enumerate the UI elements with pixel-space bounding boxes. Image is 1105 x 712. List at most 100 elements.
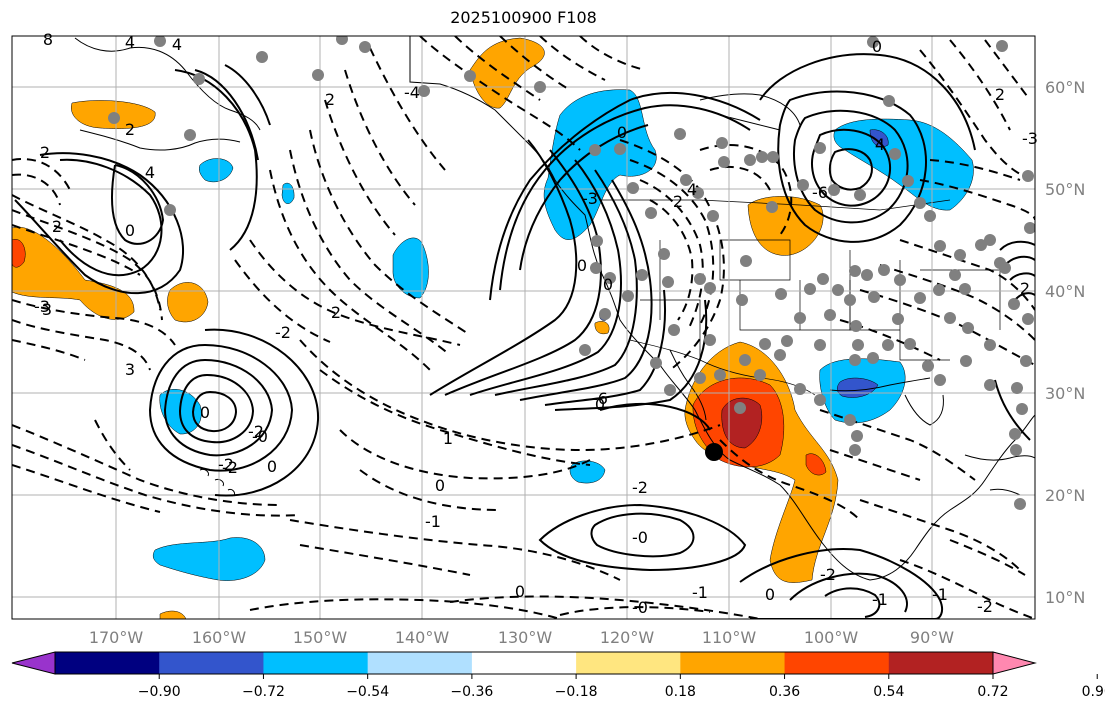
station-marker — [590, 262, 602, 274]
contour-label: -2 — [222, 458, 238, 477]
station-marker — [883, 95, 895, 107]
station-marker — [861, 269, 873, 281]
station-marker — [1020, 355, 1032, 367]
station-marker — [781, 335, 793, 347]
colorbar-segment — [55, 652, 160, 674]
station-marker — [867, 352, 879, 364]
longitude-label: 120°W — [600, 628, 655, 647]
station-marker — [889, 148, 901, 160]
station-marker — [775, 288, 787, 300]
latitude-label: 10°N — [1045, 588, 1085, 607]
contour-label: 4 — [125, 33, 135, 52]
contour-label: 2 — [40, 143, 50, 162]
dashed-contours — [12, 36, 1035, 619]
colorbar-tick-labels: −0.90 −0.72 −0.54 −0.36 −0.18 0.18 0.36 0.54 0.7… — [138, 674, 1105, 700]
station-marker — [622, 290, 634, 302]
station-marker — [814, 142, 826, 154]
contour-label: 0 — [267, 457, 277, 476]
station-marker — [852, 339, 864, 351]
contour-label: 4 — [145, 163, 155, 182]
colorbar-segment — [784, 652, 890, 674]
latitude-label: 60°N — [1045, 78, 1085, 97]
colorbar-tick-label: −0.18 — [555, 684, 598, 700]
colorbar-tick-label: −0.36 — [450, 684, 493, 700]
longitude-label: 170°W — [89, 628, 144, 647]
station-marker — [794, 312, 806, 324]
station-marker — [817, 273, 829, 285]
station-marker — [534, 81, 546, 93]
station-marker — [716, 137, 728, 149]
station-marker — [1024, 222, 1035, 234]
colorbar-segment — [263, 652, 369, 674]
station-marker — [1022, 170, 1034, 182]
station-marker — [828, 184, 840, 196]
station-marker — [949, 269, 961, 281]
station-marker — [944, 312, 956, 324]
station-marker — [934, 240, 946, 252]
station-marker — [636, 269, 648, 281]
station-marker — [996, 40, 1008, 52]
contour-label: -1 — [425, 512, 441, 531]
contour-label: 3 — [125, 360, 135, 379]
station-marker — [924, 210, 936, 222]
colorbar-tick-label: 0.18 — [665, 684, 696, 700]
station-marker — [692, 187, 704, 199]
graticule — [12, 36, 1035, 619]
station-marker — [904, 338, 916, 350]
station-marker — [902, 175, 914, 187]
latitude-label: 40°N — [1045, 282, 1085, 301]
station-marker — [984, 234, 996, 246]
contour-label: -2 — [275, 323, 291, 342]
station-marker — [256, 51, 268, 63]
longitude-labels: 170°W 160°W 150°W 140°W 130°W 120°W 110°W 100°W… — [89, 628, 954, 647]
latitude-label: 50°N — [1045, 180, 1085, 199]
shaded-anomaly-layer — [12, 37, 974, 619]
latitude-label: 30°N — [1045, 384, 1085, 403]
station-marker — [794, 383, 806, 395]
station-marker — [851, 430, 863, 442]
station-marker — [766, 201, 778, 213]
station-marker — [984, 379, 996, 391]
contour-label: 0 — [577, 256, 587, 275]
station-marker — [867, 36, 879, 48]
contour-label: -3 — [1022, 129, 1038, 148]
colorbar-tick-label: 0.90 — [1082, 684, 1105, 700]
colorbar-tick-label: −0.90 — [138, 684, 181, 700]
station-marker — [714, 369, 726, 381]
station-marker — [954, 249, 966, 261]
station-marker — [1010, 444, 1022, 456]
station-marker — [674, 128, 686, 140]
station-marker — [933, 284, 945, 296]
station-marker — [359, 41, 371, 53]
station-marker — [740, 255, 752, 267]
station-marker — [960, 355, 972, 367]
highlight-point-marker — [705, 443, 723, 461]
colorbar-tick-label: −0.54 — [346, 684, 389, 700]
latitude-label: 20°N — [1045, 486, 1085, 505]
station-marker — [193, 73, 205, 85]
contour-label: -2 — [820, 565, 836, 584]
colorbar-segment — [680, 652, 786, 674]
colorbar-extend-min — [11, 651, 56, 675]
station-marker — [627, 182, 639, 194]
station-marker — [797, 179, 809, 191]
station-marker — [664, 384, 676, 396]
station-marker — [668, 324, 680, 336]
station-marker — [767, 151, 779, 163]
station-marker — [1011, 382, 1023, 394]
station-marker — [589, 144, 601, 156]
contour-label: 2 — [673, 192, 683, 211]
contour-label: -2 — [977, 597, 993, 616]
contour-label: 0 — [595, 395, 605, 414]
contour-label: 2 — [995, 85, 1005, 104]
contour-label: -0 — [632, 528, 648, 547]
station-marker — [756, 151, 768, 163]
station-marker — [844, 294, 856, 306]
station-marker — [814, 394, 826, 406]
contour-label: -1 — [932, 585, 948, 604]
station-marker — [336, 36, 348, 45]
contour-label: 0 — [603, 275, 613, 294]
contour-label: 2 — [331, 303, 341, 322]
station-marker — [1008, 298, 1020, 310]
